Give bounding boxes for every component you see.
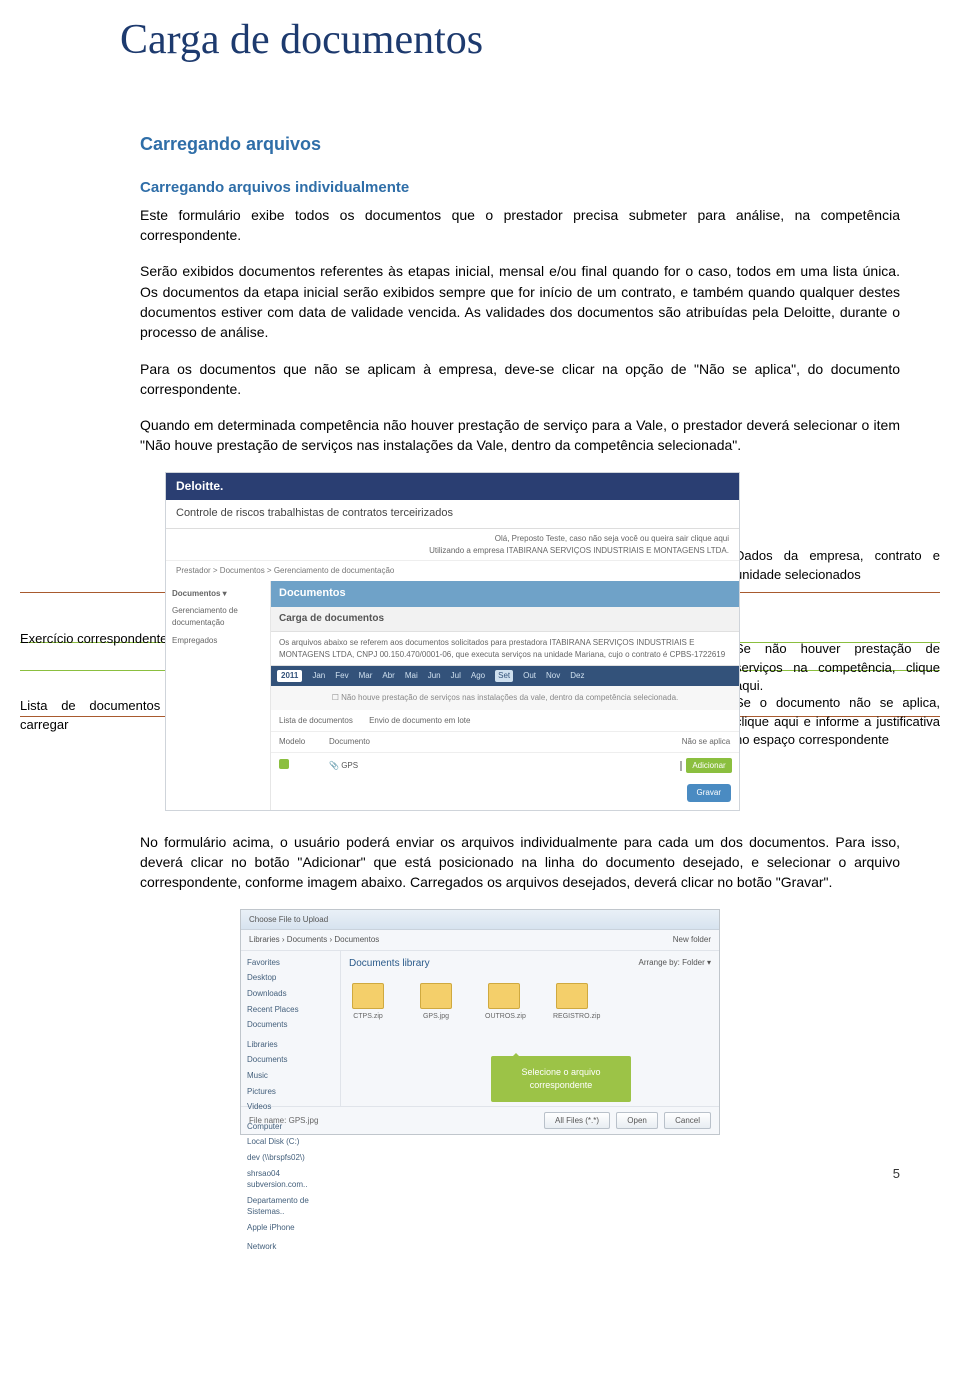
paragraph-2: Serão exibidos documentos referentes às … xyxy=(140,261,900,342)
dialog-side-item[interactable]: Local Disk (C:) xyxy=(247,1134,334,1150)
dialog-side-item[interactable]: Downloads xyxy=(247,986,334,1002)
month-mai[interactable]: Mai xyxy=(405,670,418,682)
paragraph-5: No formulário acima, o usuário poderá en… xyxy=(140,832,900,893)
paragraph-4: Quando em determinada competência não ho… xyxy=(140,415,900,456)
no-service-row[interactable]: ☐ Não houve prestação de serviços nas in… xyxy=(271,686,739,710)
dialog-side-item[interactable]: Videos xyxy=(247,1099,334,1115)
heading-individualmente: Carregando arquivos individualmente xyxy=(140,177,940,199)
side-item-empregados[interactable]: Empregados xyxy=(172,632,264,650)
folder-label: GPS.jpg xyxy=(417,1012,455,1022)
month-mar[interactable]: Mar xyxy=(359,670,373,682)
dialog-new-folder[interactable]: New folder xyxy=(673,934,711,946)
screenshot-panel: Deloitte. Controle de riscos trabalhista… xyxy=(165,472,740,811)
month-jan[interactable]: Jan xyxy=(312,670,325,682)
month-dez[interactable]: Dez xyxy=(570,670,584,682)
year-selector[interactable]: 2011 xyxy=(277,670,302,682)
dialog-side-item[interactable]: Network xyxy=(247,1239,334,1255)
screenshot-documentos: Exercício correspondente Lista de docume… xyxy=(20,472,940,792)
dialog-side-item[interactable]: Departamento de Sistemas.. xyxy=(247,1193,334,1220)
folder-icon xyxy=(352,983,384,1009)
dialog-path: Libraries › Documents › Documentos xyxy=(249,934,379,946)
heading-carregando: Carregando arquivos xyxy=(140,131,940,157)
side-menu: Documentos ▾ Gerenciamento de documentaç… xyxy=(166,581,271,810)
gravar-button[interactable]: Gravar xyxy=(687,784,731,802)
page-number: 5 xyxy=(20,1165,900,1184)
tabs-row: Lista de documentos Envio de documento e… xyxy=(271,710,739,733)
month-set[interactable]: Set xyxy=(495,670,513,682)
no-service-label: Não houve prestação de serviços nas inst… xyxy=(341,693,678,702)
folder-label: CTPS.zip xyxy=(349,1012,387,1022)
dialog-side-item[interactable]: Pictures xyxy=(247,1084,334,1100)
dialog-side-item[interactable]: Documents xyxy=(247,1052,334,1068)
brand-subtitle: Controle de riscos trabalhistas de contr… xyxy=(166,500,739,529)
folder-icon xyxy=(420,983,452,1009)
dialog-side-item[interactable]: dev (\\brspfs02\) xyxy=(247,1150,334,1166)
dialog-side-item[interactable]: Libraries xyxy=(247,1037,334,1053)
folder-icon xyxy=(488,983,520,1009)
dialog-cancel-button[interactable]: Cancel xyxy=(664,1112,711,1130)
month-jul[interactable]: Jul xyxy=(451,670,461,682)
row-doc-name: GPS xyxy=(341,761,358,770)
months-bar: 2011 Jan Fev Mar Abr Mai Jun Jul Ago Set Out Nov De… xyxy=(271,666,739,686)
dialog-file-value: GPS.jpg xyxy=(289,1116,319,1125)
dialog-title: Choose File to Upload xyxy=(241,910,719,931)
month-abr[interactable]: Abr xyxy=(382,670,394,682)
dialog-open-button[interactable]: Open xyxy=(616,1112,658,1130)
dialog-folder-item[interactable]: GPS.jpg xyxy=(417,983,455,1022)
callout-balloon: Selecione o arquivo correspondente xyxy=(491,1056,631,1102)
greeting-line-1: Olá, Preposto Teste, caso não seja você … xyxy=(495,534,729,543)
col-nao-aplica: Não se aplica xyxy=(681,736,731,748)
dialog-side-item[interactable]: Documents xyxy=(247,1017,334,1033)
anno-nao-houver: Se não houver prestação de serviços na c… xyxy=(735,640,940,697)
col-documento: Documento xyxy=(329,736,681,748)
dialog-arrange[interactable]: Arrange by: Folder ▾ xyxy=(639,957,712,978)
dialog-folder-item[interactable]: OUTROS.zip xyxy=(485,983,523,1022)
greeting-bar: Olá, Preposto Teste, caso não seja você … xyxy=(166,529,739,561)
adicionar-button[interactable]: Adicionar xyxy=(686,758,731,774)
table-row: 📎 GPS Adicionar xyxy=(271,753,739,779)
anno-dados-empresa: Dados da empresa, contrato e unidade sel… xyxy=(735,547,940,585)
dialog-filter[interactable]: All Files (*.*) xyxy=(544,1112,610,1130)
dialog-side-item[interactable]: Music xyxy=(247,1068,334,1084)
month-nov[interactable]: Nov xyxy=(546,670,560,682)
month-ago[interactable]: Ago xyxy=(471,670,485,682)
page-title: Carga de documentos xyxy=(120,10,940,71)
screenshot-file-dialog: Choose File to Upload Libraries › Docume… xyxy=(240,909,720,1136)
na-checkbox[interactable] xyxy=(680,761,682,771)
dialog-sidebar: FavoritesDesktopDownloadsRecent PlacesDo… xyxy=(241,951,341,1106)
dialog-folder-item[interactable]: REGISTRO.zip xyxy=(553,983,591,1022)
panel-header-documentos: Documentos xyxy=(271,581,739,607)
brand-bar: Deloitte. xyxy=(166,473,739,500)
col-modelo: Modelo xyxy=(279,736,329,748)
folder-label: OUTROS.zip xyxy=(485,1012,523,1022)
month-jun[interactable]: Jun xyxy=(428,670,441,682)
side-item-gerenciamento[interactable]: Gerenciamento de documentação xyxy=(172,602,264,631)
paragraph-1: Este formulário exibe todos os documento… xyxy=(140,205,900,246)
folder-label: REGISTRO.zip xyxy=(553,1012,591,1022)
tab-envio-lote[interactable]: Envio de documento em lote xyxy=(369,716,470,725)
dialog-folders: CTPS.zip GPS.jpg OUTROS.zip REGISTRO.zip xyxy=(349,983,711,1022)
month-fev[interactable]: Fev xyxy=(335,670,348,682)
dialog-side-item[interactable]: Desktop xyxy=(247,970,334,986)
dialog-side-item[interactable]: Recent Places xyxy=(247,1002,334,1018)
dialog-side-item[interactable]: shrsao04 subversion.com.. xyxy=(247,1166,334,1193)
folder-icon xyxy=(556,983,588,1009)
dialog-side-item[interactable]: Favorites xyxy=(247,955,334,971)
panel-description: Os arquivos abaixo se referem aos docume… xyxy=(271,632,739,666)
side-label-documentos[interactable]: Documentos ▾ xyxy=(172,585,264,603)
dialog-lib-title: Documents library xyxy=(349,957,430,972)
panel-sub-carga: Carga de documentos xyxy=(271,607,739,633)
table-head: Modelo Documento Não se aplica xyxy=(271,732,739,753)
paragraph-3: Para os documentos que não se aplicam à … xyxy=(140,359,900,400)
anno-nao-aplica: Se o documento não se aplica, clique aqu… xyxy=(735,694,940,751)
download-model-icon[interactable] xyxy=(279,759,289,769)
tab-lista-documentos[interactable]: Lista de documentos xyxy=(279,716,353,725)
dialog-file-label: File name: xyxy=(249,1116,286,1125)
breadcrumb: Prestador > Documentos > Gerenciamento d… xyxy=(166,561,739,581)
dialog-side-item[interactable]: Apple iPhone xyxy=(247,1220,334,1236)
month-out[interactable]: Out xyxy=(523,670,536,682)
dialog-folder-item[interactable]: CTPS.zip xyxy=(349,983,387,1022)
greeting-line-2: Utilizando a empresa ITABIRANA SERVIÇOS … xyxy=(429,546,729,555)
